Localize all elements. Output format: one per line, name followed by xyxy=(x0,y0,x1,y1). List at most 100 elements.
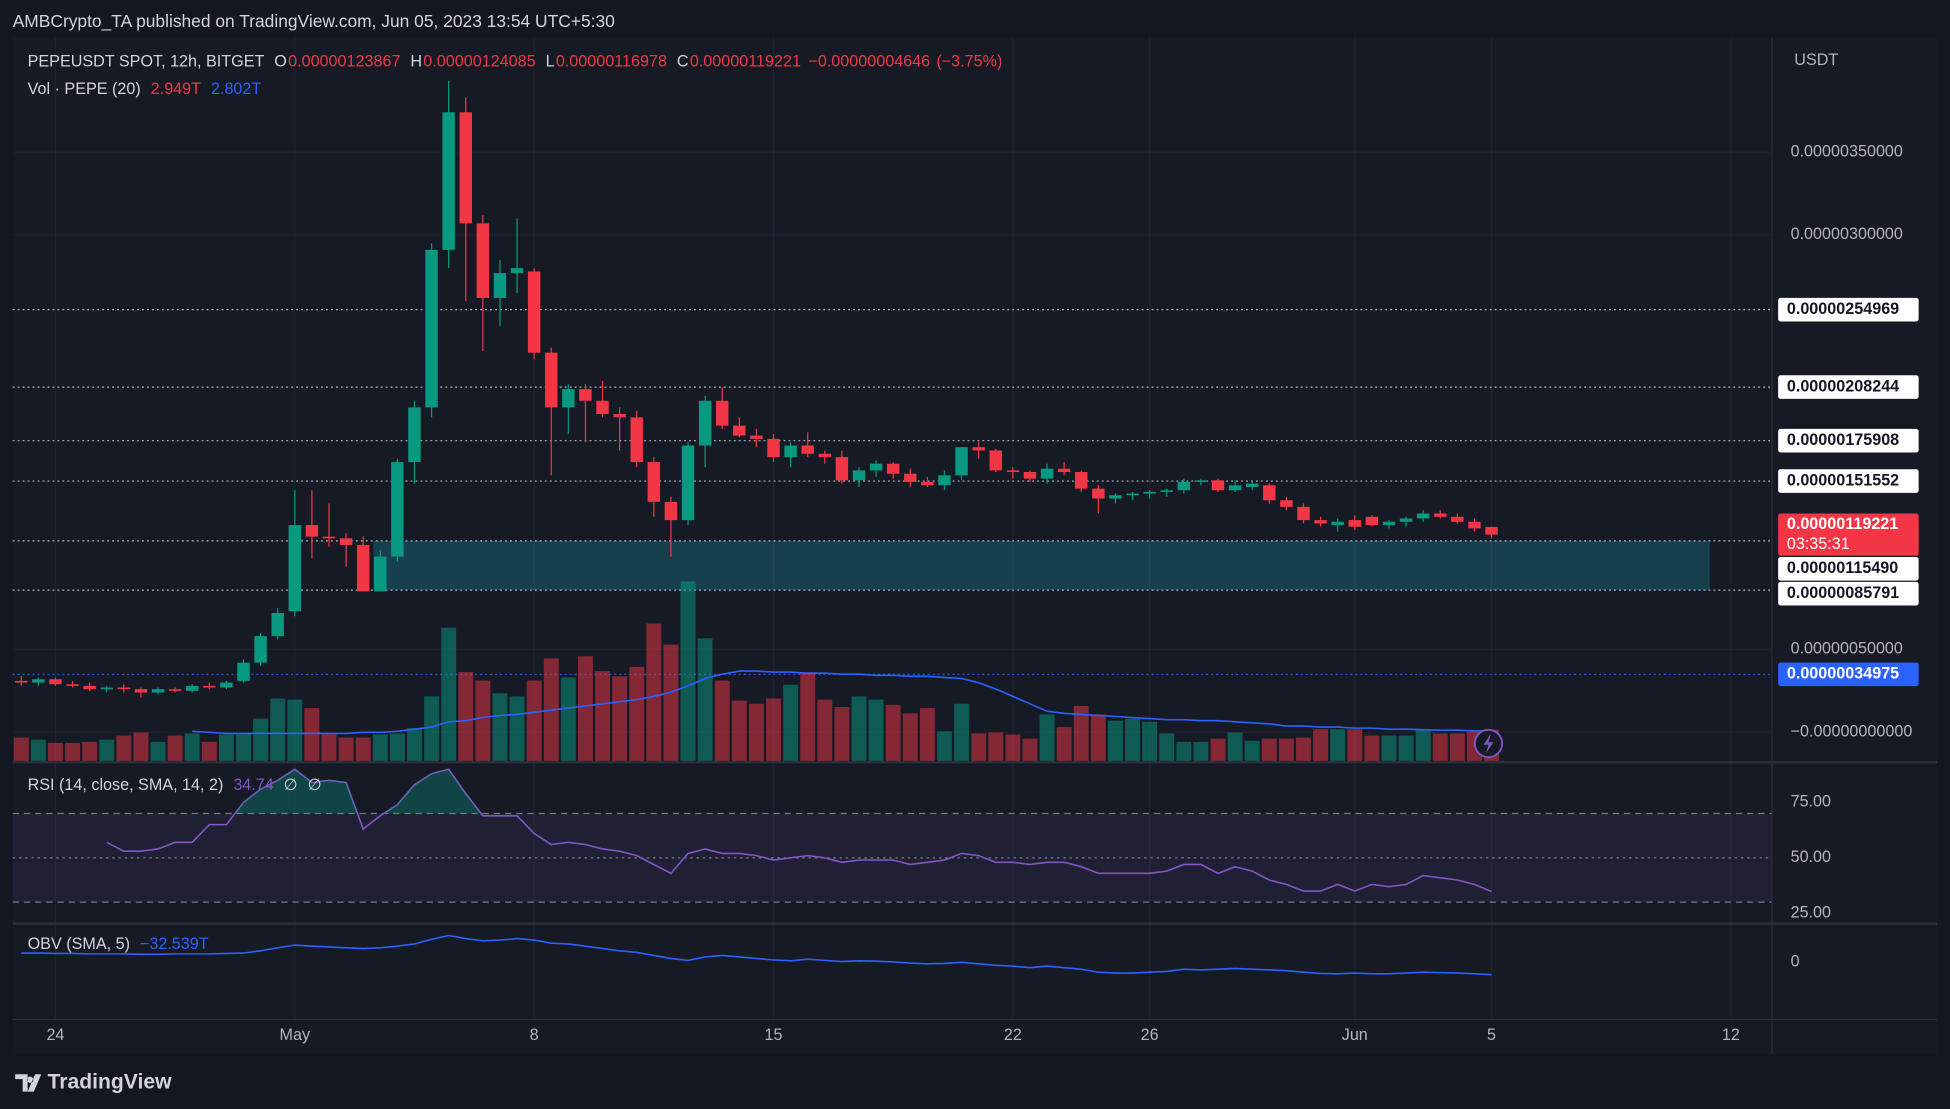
candle-body xyxy=(1451,516,1464,522)
plot-layer xyxy=(13,80,1500,976)
candle-body xyxy=(1040,468,1054,479)
volume-bar xyxy=(30,739,46,761)
volume-bar xyxy=(1005,734,1021,761)
legend-text: H xyxy=(410,52,422,70)
candle-body xyxy=(1075,472,1088,489)
price-label: 0.00000175908 xyxy=(1787,431,1899,449)
legend-text: Vol · PEPE (20) xyxy=(28,80,141,98)
candle-body xyxy=(220,682,233,688)
brand-name: TradingView xyxy=(48,1070,173,1093)
x-tick-label: 22 xyxy=(1004,1026,1022,1044)
volume-bar xyxy=(1193,741,1209,761)
candle-body xyxy=(322,536,336,539)
volume-bar xyxy=(714,680,730,761)
legend-text: 0.00000124085 xyxy=(423,52,535,70)
candle-body xyxy=(545,352,558,408)
volume-bar xyxy=(1347,729,1363,761)
volume-bar xyxy=(236,733,251,761)
volume-bar xyxy=(748,703,764,761)
candle-body xyxy=(1314,520,1327,524)
candle-body xyxy=(510,268,524,274)
candle-body xyxy=(1399,518,1413,522)
candle-body xyxy=(904,473,917,482)
y-tick-label: −0.00000000000 xyxy=(1791,723,1913,741)
volume-bar xyxy=(526,680,542,761)
legend-text: 2.802T xyxy=(211,80,261,98)
volume-bar xyxy=(1261,738,1277,761)
volume-bar xyxy=(1330,729,1346,761)
volume-bar xyxy=(475,680,491,761)
volume-bar xyxy=(1056,727,1072,761)
volume-bar xyxy=(1432,733,1448,761)
volume-bar xyxy=(13,737,29,761)
volume-bar xyxy=(492,693,508,761)
rsi-tick-label: 75.00 xyxy=(1791,793,1831,811)
candle-body xyxy=(972,447,985,451)
price-label-box xyxy=(1778,428,1919,453)
y-tick-label: 0.00000350000 xyxy=(1791,142,1903,160)
candle-body xyxy=(938,475,951,486)
candle-body xyxy=(681,445,695,521)
obv-line xyxy=(21,934,1492,976)
volume-bar xyxy=(988,732,1004,761)
x-tick-label: 5 xyxy=(1487,1026,1496,1044)
rsi-tick-label: 25.00 xyxy=(1791,903,1831,921)
candle-body xyxy=(237,662,250,681)
volume-bar xyxy=(167,735,183,761)
volume-bar xyxy=(817,699,833,761)
legend-text: 34.74 xyxy=(233,776,273,794)
candle-body xyxy=(391,462,404,557)
candle-body xyxy=(767,438,780,458)
currency-label: USDT xyxy=(1794,51,1838,69)
volume-bar xyxy=(1449,733,1465,761)
candle-body xyxy=(339,538,353,545)
candle-body xyxy=(955,447,968,476)
legend-text: C xyxy=(677,52,689,70)
candle-body xyxy=(869,463,883,471)
x-tick-label: 8 xyxy=(530,1026,539,1044)
candle-body xyxy=(1006,470,1020,473)
volume-bar xyxy=(971,733,987,761)
volume-bar xyxy=(1159,733,1175,761)
volume-bar xyxy=(218,734,234,761)
legend-text: 2.949T xyxy=(151,80,201,98)
volume-bar xyxy=(1398,735,1414,761)
volume-bar xyxy=(407,728,422,761)
candle-body xyxy=(613,414,626,418)
candle-body xyxy=(1160,490,1173,492)
candle-body xyxy=(15,680,28,683)
x-tick-label: 24 xyxy=(46,1026,64,1044)
footer-logo xyxy=(15,1074,42,1092)
volume-bar xyxy=(834,706,850,761)
volume-bar xyxy=(868,699,884,761)
candle-body xyxy=(100,687,113,690)
candle-body xyxy=(750,435,763,439)
volume-bar xyxy=(885,704,901,761)
price-label: 0.00000151552 xyxy=(1787,471,1899,489)
candle-body xyxy=(921,481,934,486)
volume-bar xyxy=(150,741,166,761)
candle-body xyxy=(1092,488,1105,499)
volume-bar xyxy=(389,733,405,761)
volume-bar xyxy=(1313,729,1329,761)
y-tick-label: 0.00000050000 xyxy=(1791,640,1903,658)
volume-bar xyxy=(1107,720,1123,761)
candle-body xyxy=(1263,485,1276,501)
volume-bar xyxy=(441,627,457,761)
candle-body xyxy=(527,271,541,353)
candle-body xyxy=(715,400,729,426)
x-tick-label: 15 xyxy=(765,1026,783,1044)
candle-body xyxy=(1109,495,1122,499)
candle-body xyxy=(989,450,1002,471)
volume-bar xyxy=(1210,738,1226,761)
volume-bar xyxy=(800,672,816,761)
volume-bar xyxy=(1415,729,1431,761)
volume-bar xyxy=(65,742,81,761)
legend-text: −0.00000004646 xyxy=(808,52,930,70)
volume-bar xyxy=(612,676,628,761)
x-tick-label: May xyxy=(280,1026,311,1044)
volume-bar xyxy=(509,696,525,761)
volume-bar xyxy=(1142,721,1158,761)
volume-bar xyxy=(355,737,371,761)
